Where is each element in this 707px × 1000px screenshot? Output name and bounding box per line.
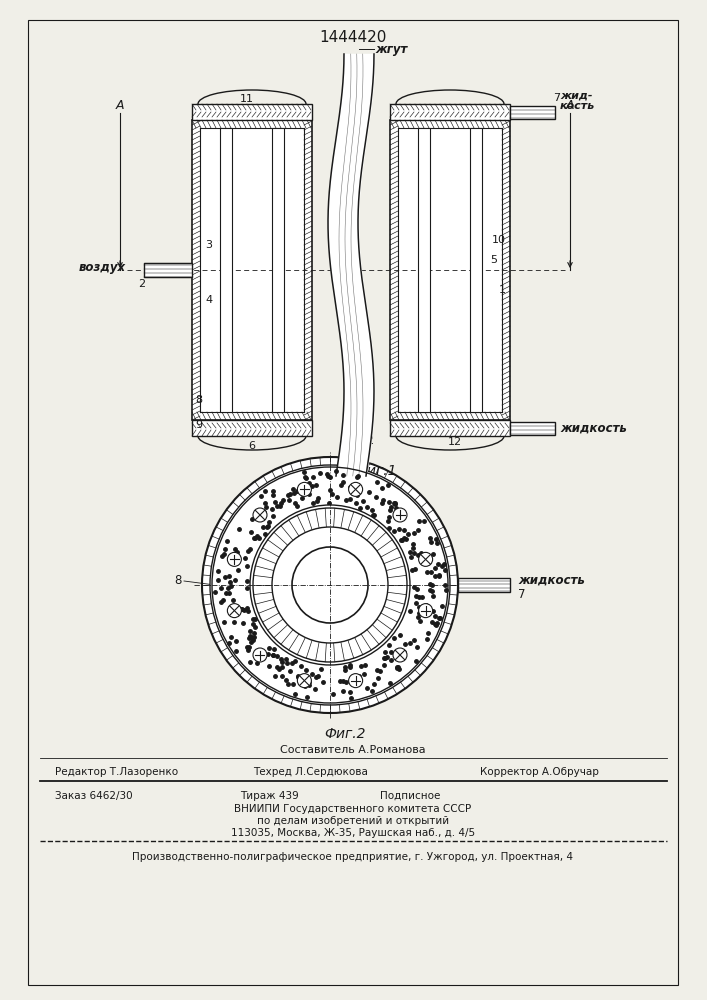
Circle shape <box>253 648 267 662</box>
Circle shape <box>419 604 433 618</box>
Text: 2: 2 <box>139 279 146 289</box>
Text: 113035, Москва, Ж-35, Раушская наб., д. 4/5: 113035, Москва, Ж-35, Раушская наб., д. … <box>231 828 475 838</box>
Circle shape <box>292 547 368 623</box>
Text: 9: 9 <box>195 420 202 430</box>
Text: Фиг.2: Фиг.2 <box>325 727 366 741</box>
Text: Редактор Т.Лазоренко: Редактор Т.Лазоренко <box>55 767 178 777</box>
Text: кость: кость <box>560 101 595 111</box>
Circle shape <box>202 457 458 713</box>
Circle shape <box>298 674 311 688</box>
Text: 7: 7 <box>518 588 525 601</box>
Bar <box>470 128 482 412</box>
Text: воздух: воздух <box>79 261 126 274</box>
Text: по делам изобретений и открытий: по делам изобретений и открытий <box>257 816 449 826</box>
Text: 12: 12 <box>448 437 462 447</box>
Circle shape <box>272 527 388 643</box>
Text: жид-: жид- <box>560 90 592 100</box>
Circle shape <box>419 552 433 566</box>
Text: 8: 8 <box>195 395 202 405</box>
Bar <box>220 128 232 412</box>
Text: А   А: А А <box>337 478 366 491</box>
Bar <box>192 420 312 436</box>
Text: 1444420: 1444420 <box>320 30 387 45</box>
Text: А: А <box>116 99 124 112</box>
Text: 5: 5 <box>370 668 378 682</box>
Circle shape <box>393 508 407 522</box>
Bar <box>192 120 312 420</box>
Circle shape <box>228 604 241 618</box>
Text: 4: 4 <box>205 295 212 305</box>
Bar <box>144 263 192 277</box>
Circle shape <box>228 552 241 566</box>
Text: жидкость: жидкость <box>518 574 585 586</box>
Bar <box>192 104 312 120</box>
Text: Производственно-полиграфическое предприятие, г. Ужгород, ул. Проектная, 4: Производственно-полиграфическое предприя… <box>132 852 573 862</box>
Bar <box>458 578 510 592</box>
Text: 5: 5 <box>490 255 497 265</box>
Text: 11: 11 <box>240 94 254 104</box>
Bar <box>272 128 284 412</box>
Circle shape <box>212 467 448 703</box>
Circle shape <box>250 505 410 665</box>
Text: 3: 3 <box>205 240 212 250</box>
Text: жидкость: жидкость <box>560 422 626 434</box>
Text: 1: 1 <box>383 629 390 642</box>
Text: Подписное: Подписное <box>380 791 440 801</box>
Text: 6: 6 <box>218 608 225 621</box>
Text: Заказ 6462/30: Заказ 6462/30 <box>55 791 133 801</box>
Circle shape <box>349 674 363 688</box>
Circle shape <box>298 482 311 496</box>
Text: 1: 1 <box>499 285 506 295</box>
Bar <box>390 420 510 436</box>
Text: Тираж 439: Тираж 439 <box>240 791 299 801</box>
Bar <box>510 422 555 434</box>
Text: ВНИИПИ Государственного комитета СССР: ВНИИПИ Государственного комитета СССР <box>235 804 472 814</box>
Text: жгут: жгут <box>375 42 407 55</box>
Text: 10: 10 <box>492 235 506 245</box>
Text: 8: 8 <box>175 574 182 586</box>
Bar <box>390 104 510 120</box>
Text: Составитель А.Романова: Составитель А.Романова <box>280 745 426 755</box>
Circle shape <box>253 508 267 522</box>
Circle shape <box>349 482 363 496</box>
Text: 6: 6 <box>248 441 255 451</box>
Bar <box>418 128 430 412</box>
Text: Корректор А.Обручар: Корректор А.Обручар <box>480 767 599 777</box>
Bar <box>390 120 510 420</box>
Text: 7: 7 <box>553 93 560 103</box>
Text: 12: 12 <box>360 434 375 447</box>
Circle shape <box>253 508 407 662</box>
Bar <box>510 105 555 118</box>
Text: А: А <box>566 99 574 112</box>
Text: Фиг.1: Фиг.1 <box>355 464 397 478</box>
Circle shape <box>393 648 407 662</box>
Text: Техред Л.Сердюкова: Техред Л.Сердюкова <box>253 767 368 777</box>
Circle shape <box>210 465 450 705</box>
